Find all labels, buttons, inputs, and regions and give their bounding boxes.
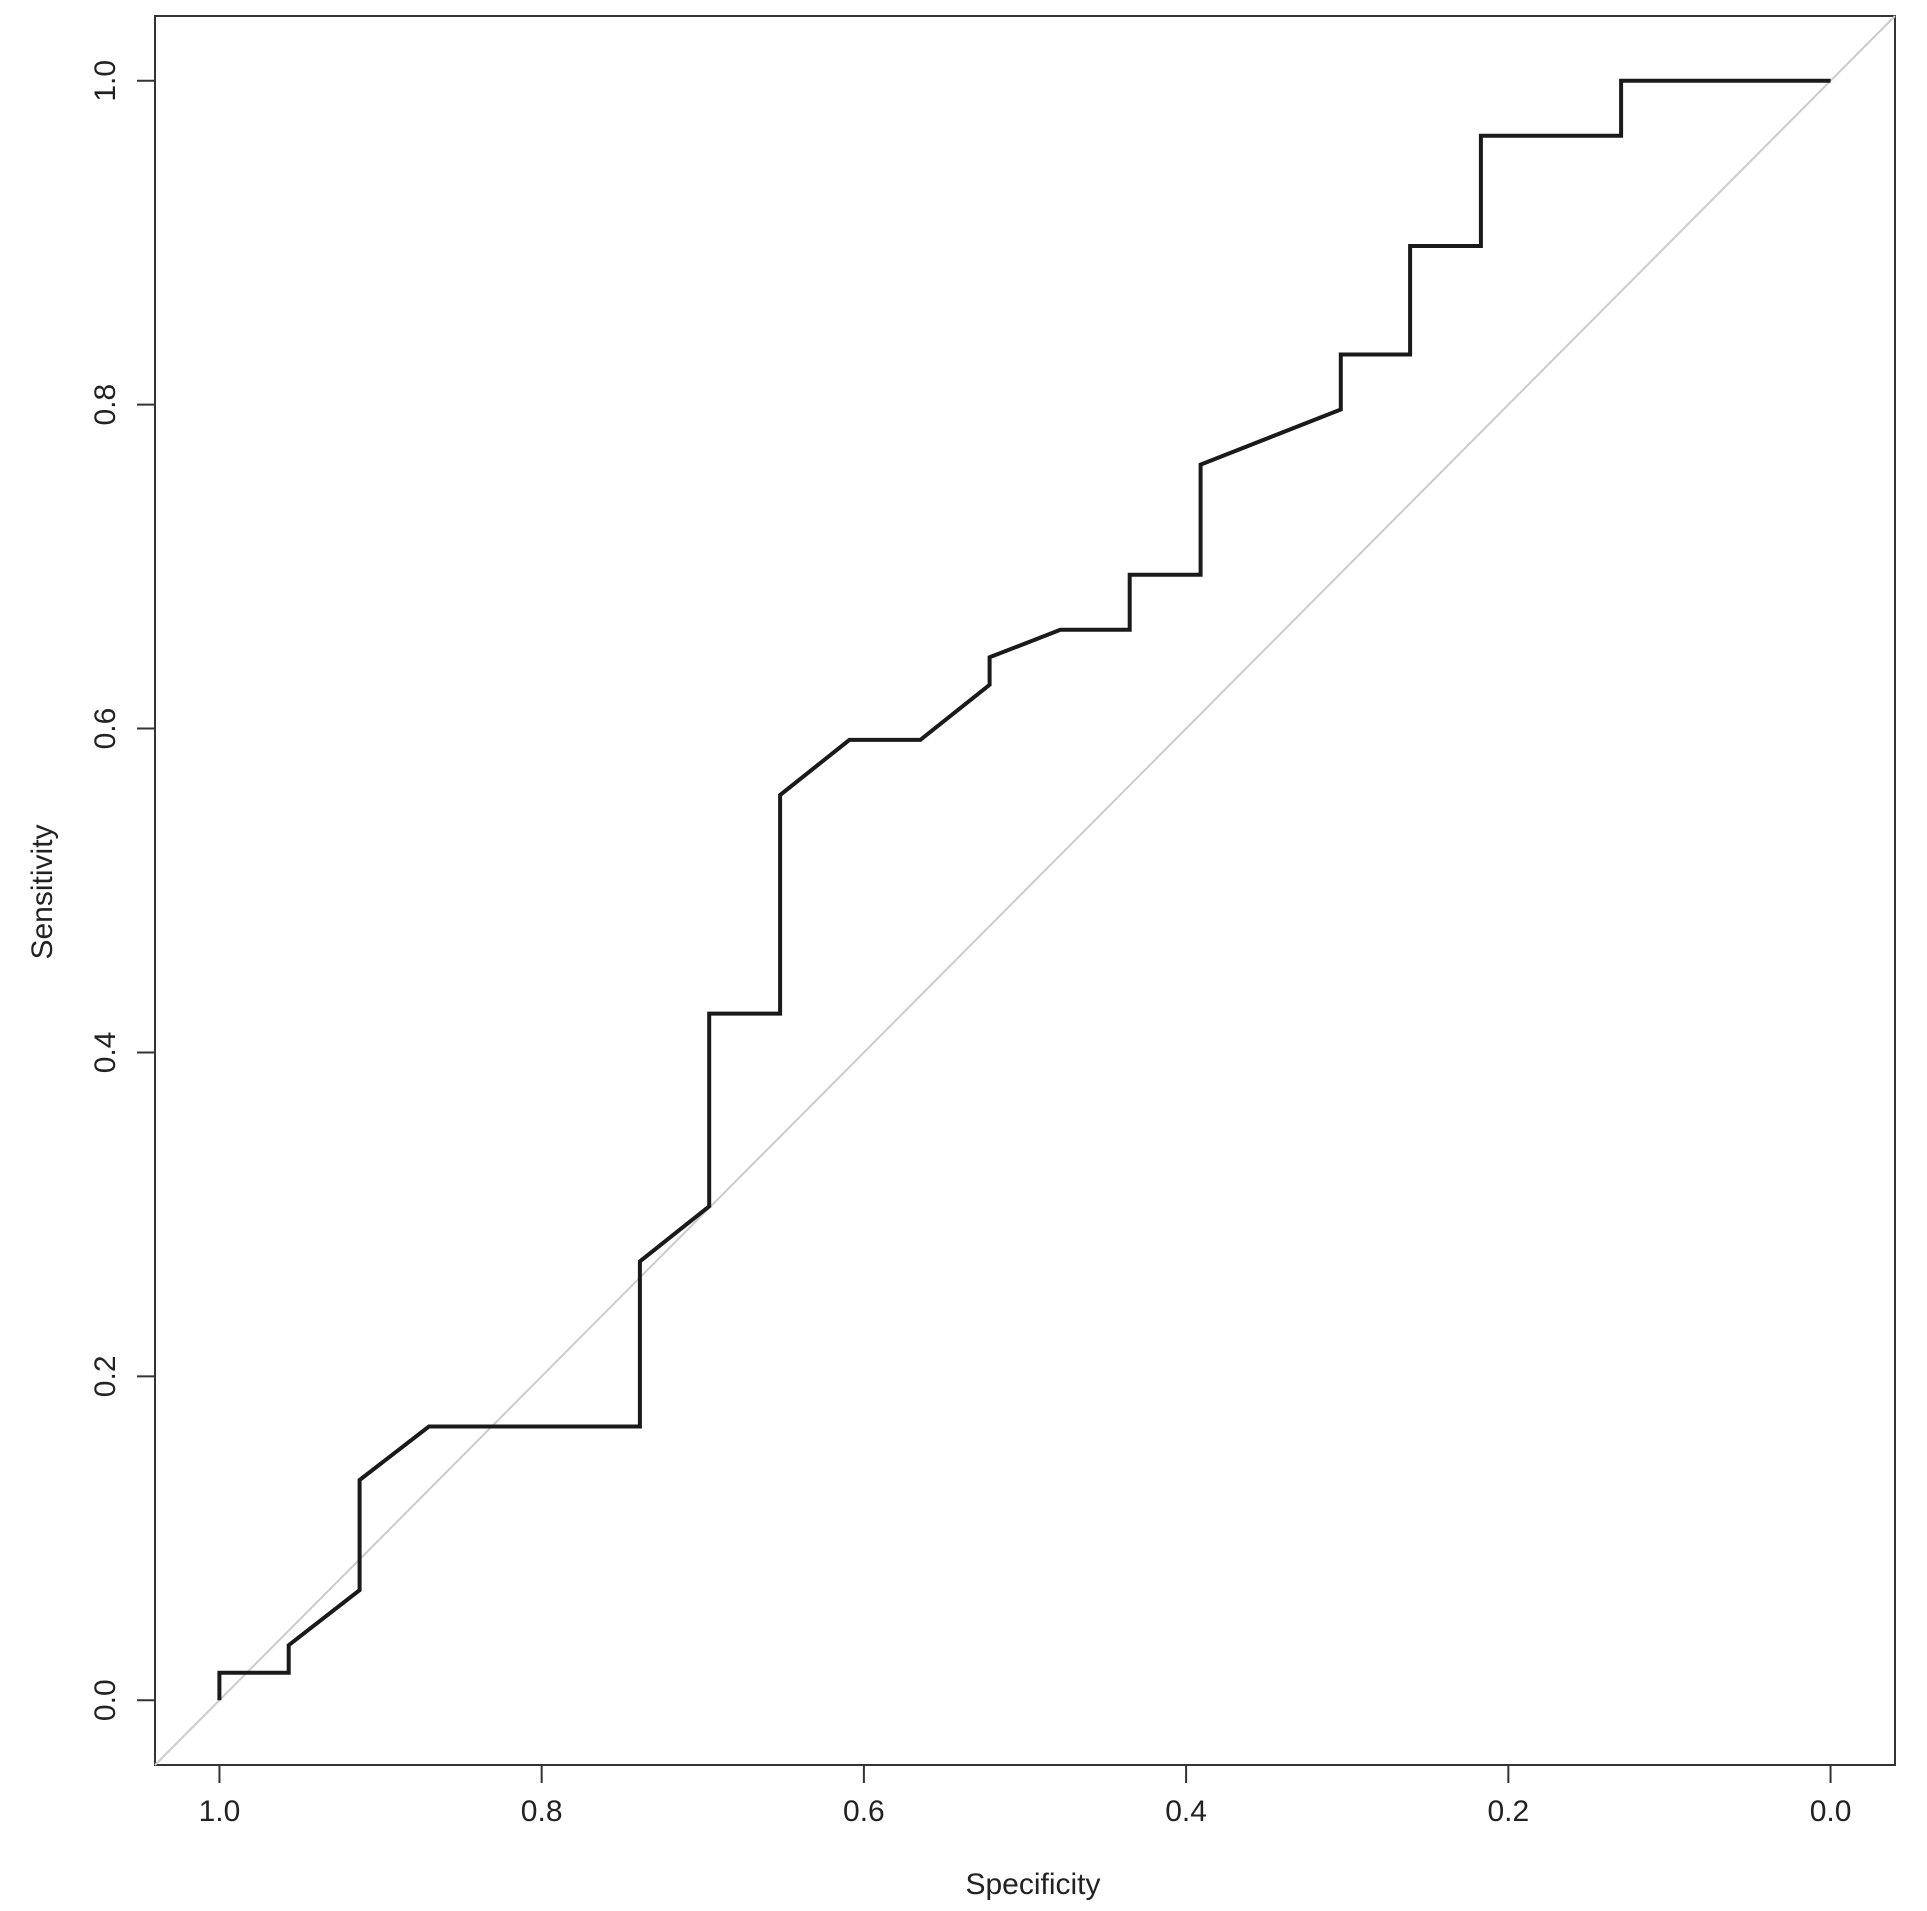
y-tick-label: 0.0 — [89, 1679, 122, 1721]
x-tick-label: 1.0 — [199, 1795, 241, 1828]
x-tick-label: 0.8 — [521, 1795, 563, 1828]
x-tick-label: 0.4 — [1165, 1795, 1207, 1828]
x-tick-label: 0.2 — [1487, 1795, 1529, 1828]
y-tick-label: 0.2 — [89, 1355, 122, 1397]
x-tick-label: 0.0 — [1810, 1795, 1852, 1828]
y-tick-label: 0.6 — [89, 708, 122, 750]
x-axis: 1.0 0.8 0.6 0.4 0.2 0.0 — [199, 1764, 1852, 1828]
x-tick-label: 0.6 — [843, 1795, 885, 1828]
y-tick-label: 1.0 — [89, 60, 122, 102]
x-axis-label: Specificity — [965, 1868, 1100, 1901]
reference-diagonal-line — [154, 15, 1896, 1766]
y-axis: 0.0 0.2 0.4 0.6 0.8 1.0 — [89, 60, 156, 1721]
y-tick-label: 0.4 — [89, 1032, 122, 1074]
roc-curve-line — [217, 78, 1831, 1701]
y-axis-label: Sensitivity — [26, 824, 59, 959]
y-tick-label: 0.8 — [89, 384, 122, 426]
